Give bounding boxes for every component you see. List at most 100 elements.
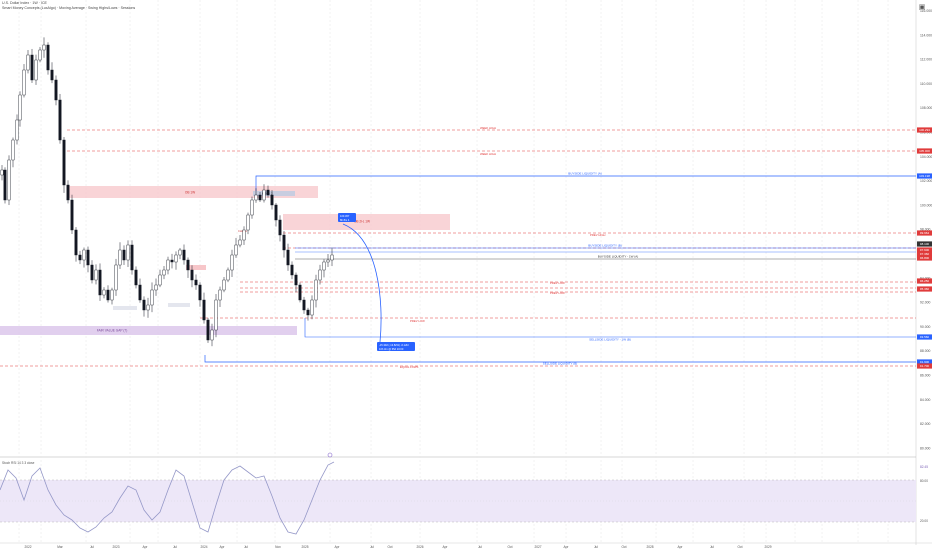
candle-body[interactable] [150,289,154,306]
candle-body[interactable] [22,69,26,96]
candle-body[interactable] [126,244,130,261]
candle-body[interactable] [218,289,222,301]
candle-body[interactable] [142,299,146,311]
candle-body[interactable] [210,329,214,341]
candle-body[interactable] [194,279,198,286]
candle-body[interactable] [11,139,15,161]
candle-body[interactable] [34,59,38,81]
candle-body[interactable] [114,264,118,291]
candle-body[interactable] [310,299,314,316]
candle-body[interactable] [86,249,90,266]
candle-body[interactable] [154,284,158,291]
candle-body[interactable] [38,49,42,61]
candle-body[interactable] [178,249,182,256]
candle-body[interactable] [70,199,74,231]
candle-body[interactable] [222,279,226,291]
candle-body[interactable] [242,229,246,241]
candle-body[interactable] [46,44,50,71]
candle-body[interactable] [122,249,126,261]
price-badge[interactable] [917,127,932,133]
candle-body[interactable] [198,284,202,301]
candle-body[interactable] [302,299,306,311]
candle-body[interactable] [250,199,254,216]
price-badge[interactable] [917,363,932,369]
candle-body[interactable] [226,269,230,281]
candle-body[interactable] [258,194,262,201]
price-badge[interactable] [917,359,932,365]
candle-body[interactable] [298,284,302,301]
candle-body[interactable] [262,189,266,201]
candle-body[interactable] [66,184,70,201]
candle-body[interactable] [246,214,250,231]
price-badge[interactable] [917,247,932,253]
candle-body[interactable] [146,304,150,311]
candle-body[interactable] [166,259,170,271]
candle-body[interactable] [214,299,218,331]
candle-body[interactable] [102,289,106,296]
candle-body[interactable] [290,264,294,276]
price-badge[interactable] [917,173,932,179]
candle-body[interactable] [274,204,278,221]
candle-body[interactable] [94,269,98,281]
candle-body[interactable] [130,244,134,271]
candle-body[interactable] [318,269,322,281]
candle-body[interactable] [270,194,274,206]
candle-body[interactable] [230,254,234,271]
candle-body[interactable] [326,259,330,263]
candle-body[interactable] [0,169,4,176]
candle-body[interactable] [182,249,186,261]
alert-icon[interactable] [327,452,333,458]
camera-icon[interactable]: ▣ [918,4,926,11]
candle-body[interactable] [278,219,282,236]
price-badge[interactable] [917,148,932,154]
candle-body[interactable] [234,244,238,256]
candle-body[interactable] [238,239,242,246]
candle-body[interactable] [186,259,190,271]
candle-body[interactable] [74,229,78,256]
price-badge[interactable] [917,255,932,261]
candle-body[interactable] [82,249,86,261]
candle-body[interactable] [30,54,34,81]
candle-body[interactable] [98,269,102,296]
price-badge[interactable] [917,286,932,292]
candle-body[interactable] [314,279,318,301]
candle-body[interactable] [58,99,62,141]
candle-body[interactable] [294,274,298,286]
candle-body[interactable] [286,249,290,266]
candle-body[interactable] [54,79,58,101]
candle-body[interactable] [7,159,11,201]
rsi-label[interactable]: Stoch RSI 14 3 3 close [2,461,35,465]
price-badge[interactable] [917,278,932,284]
candle-body[interactable] [110,289,114,301]
indicator-legend[interactable]: Smart Money Concepts (LuxAlgo) · Moving … [2,5,136,10]
price-badge[interactable] [917,241,932,247]
candle-body[interactable] [134,269,138,286]
candle-body[interactable] [15,119,19,141]
candle-body[interactable] [90,264,94,281]
candle-body[interactable] [170,259,174,263]
candle-body[interactable] [306,309,310,316]
candle-body[interactable] [118,249,122,266]
candle-body[interactable] [206,319,210,341]
candle-body[interactable] [78,254,82,261]
candle-body[interactable] [42,44,46,51]
candle-body[interactable] [50,69,54,81]
candle-body[interactable] [254,194,258,201]
candle-body[interactable] [322,261,326,271]
price-badge[interactable] [917,230,932,236]
candle-body[interactable] [202,299,206,321]
candle-body[interactable] [174,254,178,263]
candle-body[interactable] [282,234,286,251]
candle-body[interactable] [18,94,22,121]
candle-body[interactable] [3,169,7,201]
candle-body[interactable] [158,274,162,286]
candle-body[interactable] [162,269,166,276]
price-badge[interactable] [917,334,932,340]
candle-body[interactable] [330,254,334,261]
price-badge[interactable] [917,251,932,257]
candle-body[interactable] [106,289,110,301]
candle-body[interactable] [62,139,66,186]
candle-body[interactable] [138,284,142,301]
candle-body[interactable] [26,54,30,71]
